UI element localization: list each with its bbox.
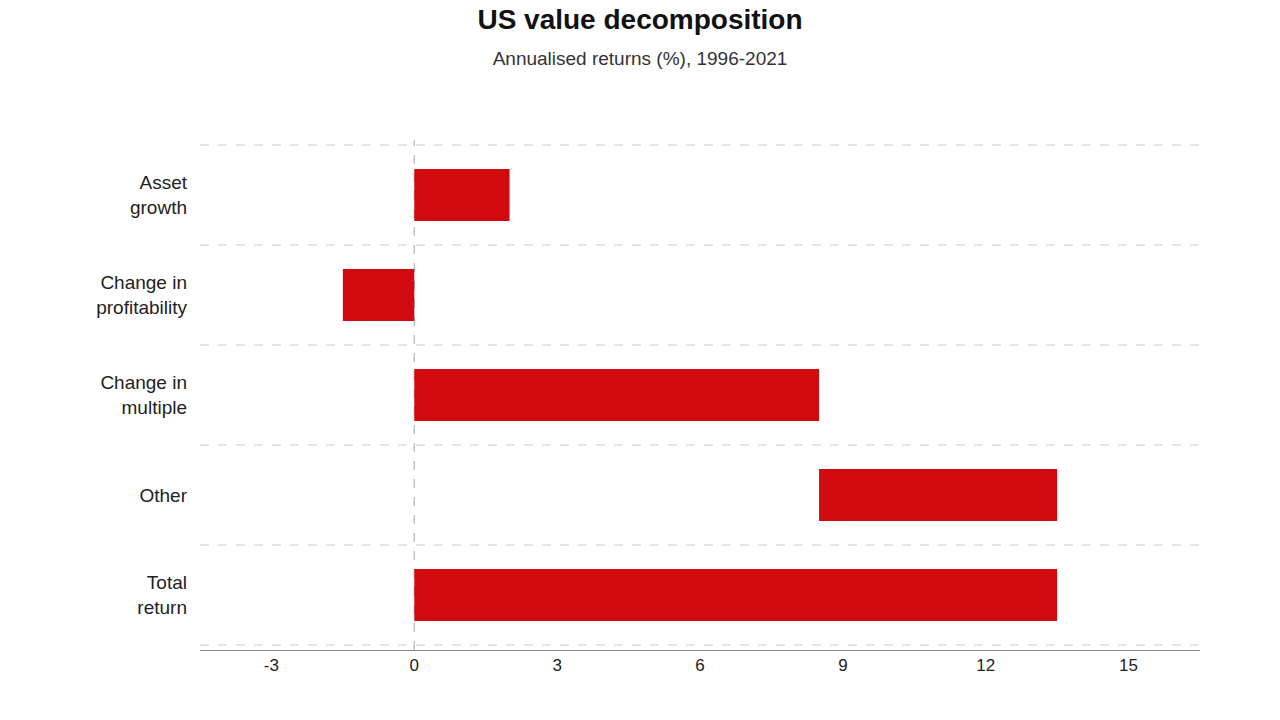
svg-text:0: 0: [410, 656, 419, 675]
svg-text:Other: Other: [139, 485, 187, 506]
svg-text:Totalreturn: Totalreturn: [137, 572, 187, 618]
svg-text:Change inmultiple: Change inmultiple: [100, 372, 187, 418]
svg-text:Assetgrowth: Assetgrowth: [130, 172, 188, 218]
svg-text:9: 9: [838, 656, 847, 675]
svg-text:15: 15: [1119, 656, 1138, 675]
svg-text:6: 6: [695, 656, 704, 675]
svg-text:12: 12: [976, 656, 995, 675]
svg-text:US value decompositionAnnualis: US value decompositionAnnualised returns…: [477, 4, 802, 69]
svg-text:Change inprofitability: Change inprofitability: [96, 272, 187, 318]
svg-text:3: 3: [552, 656, 561, 675]
svg-text:-3: -3: [264, 656, 279, 675]
